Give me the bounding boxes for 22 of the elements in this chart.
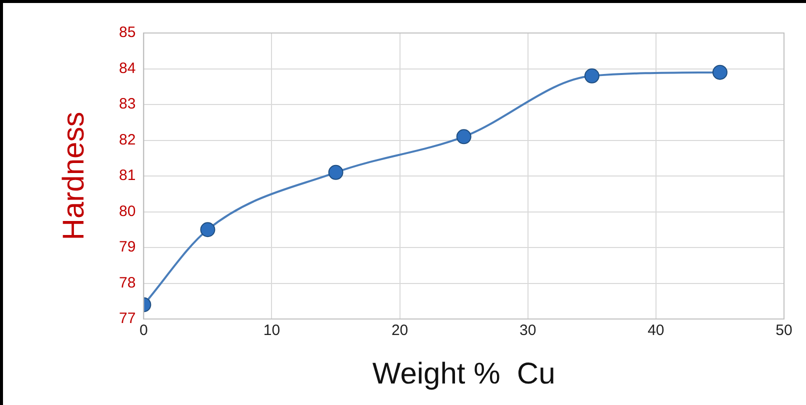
x-tick-label: 20 <box>391 322 408 340</box>
y-tick-label: 82 <box>118 131 136 148</box>
y-axis-title: Hardness <box>57 112 90 240</box>
y-tick-label: 77 <box>118 310 136 328</box>
x-tick-label: 40 <box>648 322 664 340</box>
y-tick-label: 85 <box>118 24 136 42</box>
point <box>456 129 472 144</box>
point <box>200 222 216 238</box>
x-tick-label: 30 <box>520 322 536 340</box>
x-axis-title: Weight % Cu <box>372 357 556 390</box>
y-tick-label: 80 <box>118 202 136 220</box>
x-tick-label: 50 <box>776 322 792 340</box>
point <box>328 164 344 180</box>
y-tick-label: 79 <box>118 238 136 256</box>
y-tick-label: 78 <box>118 274 136 292</box>
x-tick-label: 10 <box>263 322 280 340</box>
x-tick-label: 0 <box>140 322 148 340</box>
y-tick-label: 81 <box>118 167 136 184</box>
y-tick-label: 84 <box>118 60 136 77</box>
y-tick-label: 83 <box>118 96 136 113</box>
point <box>712 64 728 80</box>
point <box>584 68 600 84</box>
